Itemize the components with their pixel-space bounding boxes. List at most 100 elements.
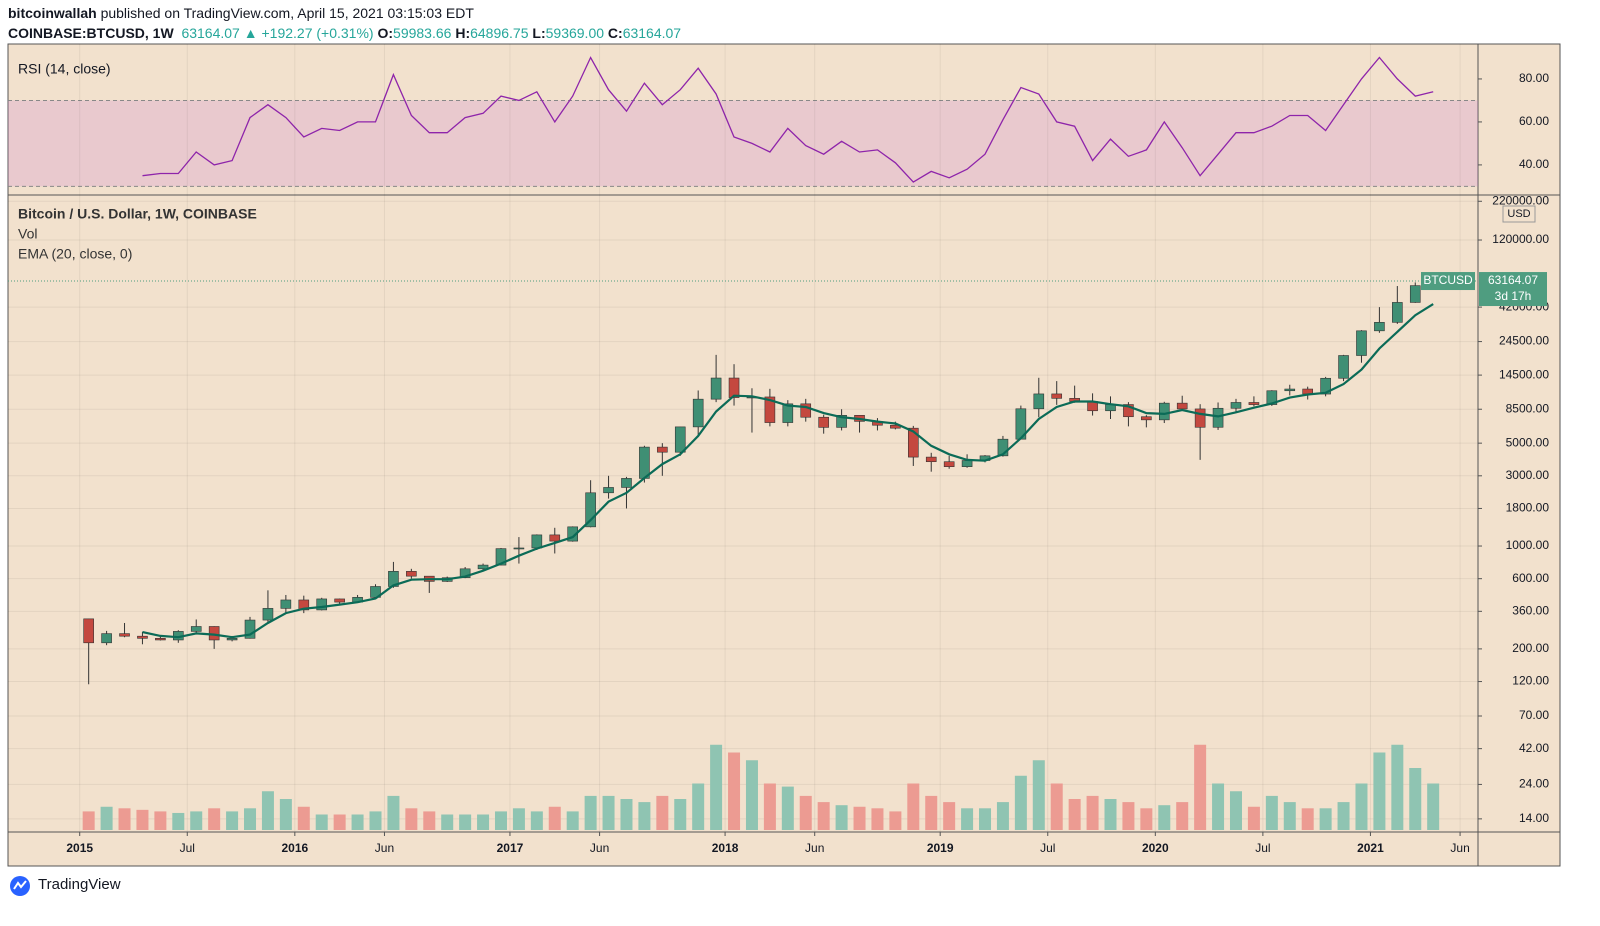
candle-body	[137, 635, 148, 639]
volume-bar	[692, 783, 705, 830]
volume-bar	[602, 795, 615, 830]
price-title: Bitcoin / U.S. Dollar, 1W, COINBASE	[18, 206, 257, 222]
volume-bar	[494, 811, 507, 830]
x-tick-label: 2015	[66, 841, 93, 855]
y-tick-label: 24.00	[1519, 777, 1549, 791]
volume-bar	[961, 808, 974, 830]
brand-icon-line	[13, 880, 27, 890]
candle-body	[1356, 330, 1367, 356]
candle-body	[549, 534, 561, 542]
candle-body	[406, 571, 417, 577]
y-tick-label: 40.00	[1519, 157, 1549, 171]
volume-bar	[512, 808, 525, 830]
candle-body	[83, 618, 94, 644]
candle-body	[567, 526, 578, 542]
volume-bar	[1283, 802, 1296, 830]
y-tick-label: 600.00	[1512, 571, 1549, 585]
volume-bar	[728, 752, 741, 830]
candle-body	[961, 460, 973, 467]
last: 63164.07	[181, 25, 240, 41]
volume-bar	[261, 791, 274, 830]
ohlc-value: 59983.66	[393, 25, 452, 41]
ohlc-label: L:	[532, 25, 546, 41]
volume-bar	[100, 806, 113, 830]
candle-body	[1033, 393, 1045, 410]
volume-bar	[566, 811, 579, 830]
candle-body	[1141, 416, 1152, 421]
y-tick-label: 120000.00	[1492, 232, 1549, 246]
plot-layer: 40.0060.0080.00220000.00120000.0042000.0…	[8, 44, 1549, 855]
volume-bar	[1140, 808, 1153, 830]
ohlc-label: H:	[455, 25, 471, 41]
candle-body	[728, 377, 740, 398]
volume-bar	[548, 806, 561, 830]
candle-body	[1320, 377, 1331, 395]
y-tick-label: 80.00	[1519, 71, 1549, 85]
x-tick-label: Jun	[1450, 841, 1469, 855]
x-tick-label: 2016	[281, 841, 308, 855]
volume-bar	[871, 808, 884, 830]
volume-bar	[1355, 783, 1368, 830]
candle-body	[1248, 402, 1260, 405]
candle-body	[782, 403, 794, 423]
volume-bar	[1104, 799, 1117, 830]
candle-body	[621, 478, 632, 488]
candle-body	[1374, 322, 1385, 332]
candle-body	[262, 608, 274, 621]
volume-bar	[1158, 805, 1171, 830]
y-tick-label: 3000.00	[1506, 468, 1550, 482]
candle-body	[208, 626, 220, 641]
candle-body	[997, 438, 1009, 457]
candle-body	[531, 534, 543, 549]
y-tick-label: 200.00	[1512, 641, 1549, 655]
candle-body	[657, 446, 668, 453]
volume-bar	[763, 783, 776, 830]
x-tick-label: Jun	[590, 841, 609, 855]
volume-bar	[817, 802, 830, 830]
volume-bar	[333, 814, 346, 830]
candle-body	[190, 626, 202, 632]
volume-bar	[1391, 744, 1404, 830]
volume-bar	[172, 812, 185, 830]
candle-body	[585, 492, 596, 528]
candle-body	[1230, 402, 1242, 409]
ema-line	[142, 303, 1434, 639]
ohlc-value: 64896.75	[470, 25, 529, 41]
candle-body	[226, 638, 238, 641]
candle-body	[477, 564, 489, 570]
volume-bar	[979, 808, 992, 830]
volume-bar	[656, 795, 669, 830]
candle-body	[244, 619, 256, 639]
x-tick-label: 2018	[712, 841, 739, 855]
candle-body	[119, 633, 130, 637]
volume-bar	[118, 808, 131, 830]
volume-bar	[82, 811, 95, 830]
symbol-box	[1421, 272, 1475, 291]
quote-line: COINBASE:BTCUSD, 1W 63164.07 ▲ +192.27 (…	[8, 25, 681, 41]
candle-body	[1392, 302, 1403, 323]
candle-body	[334, 598, 345, 603]
volume-bar	[441, 814, 454, 830]
volume-bar	[387, 795, 400, 830]
volume-bar	[835, 805, 848, 830]
y-tick-label: 5000.00	[1506, 435, 1550, 449]
x-tick-label: Jun	[805, 841, 824, 855]
volume-bar	[1194, 744, 1207, 830]
candle-body	[800, 403, 812, 418]
volume-bar	[1265, 795, 1278, 830]
volume-bar	[1319, 808, 1332, 830]
volume-bar	[315, 814, 328, 830]
candle-body	[298, 599, 310, 611]
volume-bar	[279, 799, 292, 830]
candle-body	[1194, 408, 1206, 428]
candle-body	[836, 415, 847, 428]
volume-bar	[745, 760, 758, 830]
candle-body	[943, 461, 955, 467]
volume-bar	[369, 811, 382, 830]
volume-bar	[1050, 783, 1063, 830]
volume-bar	[996, 802, 1009, 830]
volume-bar	[405, 808, 418, 830]
ohlc-label: O:	[377, 25, 394, 41]
